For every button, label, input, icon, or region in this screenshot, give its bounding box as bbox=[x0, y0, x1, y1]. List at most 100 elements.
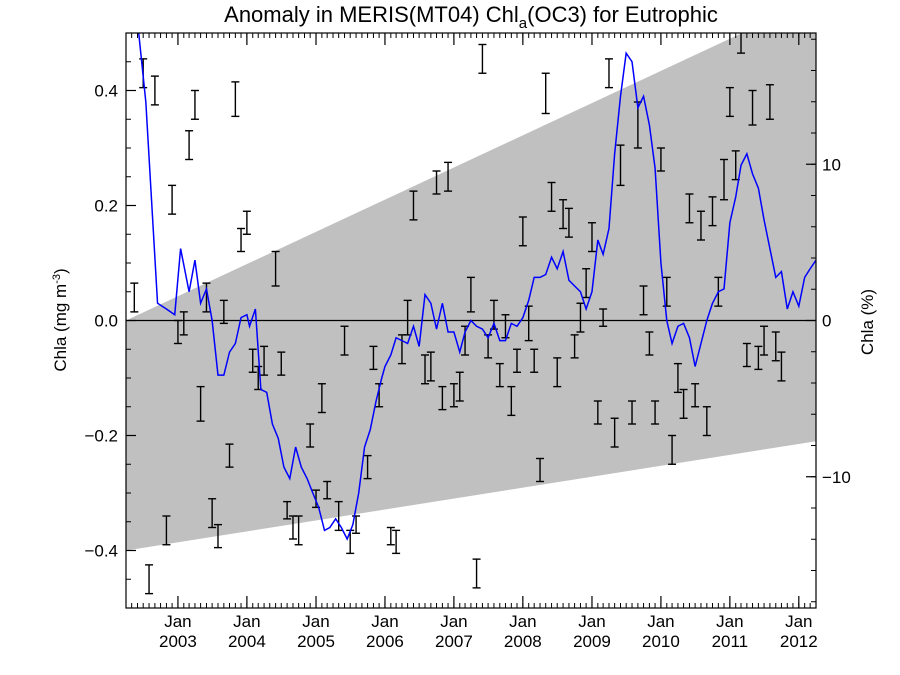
errorbar-point bbox=[145, 564, 154, 595]
errorbar-point bbox=[760, 325, 769, 356]
x-tick-label-month: Jan bbox=[233, 612, 260, 631]
errorbar-point bbox=[587, 222, 596, 253]
errorbar-point bbox=[432, 170, 441, 195]
y-left-tick-label: −0.4 bbox=[84, 542, 118, 561]
errorbar-point bbox=[208, 498, 217, 529]
errorbar-point bbox=[616, 144, 625, 187]
x-tick-label-month: Jan bbox=[785, 612, 812, 631]
errorbar-point bbox=[708, 196, 717, 227]
errorbar-point bbox=[478, 43, 487, 74]
errorbar-point bbox=[283, 500, 292, 520]
chart-title-subscript: a bbox=[519, 15, 528, 32]
errorbar-point bbox=[317, 383, 326, 414]
anomaly-line bbox=[137, 33, 816, 541]
errorbar-point bbox=[599, 308, 608, 327]
errorbar-point bbox=[559, 199, 568, 230]
errorbar-point bbox=[150, 75, 159, 106]
errorbar-point bbox=[501, 314, 510, 339]
errorbar-point bbox=[530, 348, 539, 373]
y-right-tick-label: 10 bbox=[822, 155, 841, 174]
errorbar-point bbox=[679, 388, 688, 419]
errorbar-point bbox=[576, 302, 585, 333]
x-tick-label-year: 2007 bbox=[435, 632, 473, 651]
y-left-tick-label: 0.2 bbox=[94, 197, 118, 216]
errorbar-point bbox=[720, 158, 729, 201]
errorbar-point bbox=[190, 89, 199, 120]
x-tick-label-month: Jan bbox=[509, 612, 536, 631]
y-axis-left-label-sup: -3 bbox=[51, 274, 63, 284]
axes: Jan2003Jan2004Jan2005Jan2006Jan2007Jan20… bbox=[84, 32, 851, 651]
errorbar-series bbox=[130, 33, 786, 595]
errorbar-point bbox=[130, 282, 139, 313]
errorbar-point bbox=[277, 351, 286, 376]
errorbar-point bbox=[610, 417, 619, 448]
errorbar-point bbox=[651, 400, 660, 425]
errorbar-point bbox=[426, 351, 435, 382]
errorbar-point bbox=[495, 362, 504, 388]
errorbar-point bbox=[771, 331, 780, 362]
errorbar-point bbox=[225, 443, 234, 468]
errorbar-point bbox=[242, 210, 251, 235]
x-tick-label-month: Jan bbox=[302, 612, 329, 631]
errorbar-point bbox=[553, 357, 562, 388]
x-tick-label-year: 2010 bbox=[642, 632, 680, 651]
errorbar-point bbox=[685, 193, 694, 224]
plot-area bbox=[126, 33, 816, 595]
y-left-tick-label: 0.4 bbox=[94, 82, 118, 101]
chart-title: Anomaly in MERIS(MT04) Chla(OC3) for Eut… bbox=[224, 2, 718, 32]
errorbar-point bbox=[237, 227, 246, 253]
errorbar-point bbox=[748, 89, 757, 126]
y-right-tick-label: −10 bbox=[822, 468, 851, 487]
errorbar-point bbox=[507, 385, 516, 417]
errorbar-point bbox=[248, 348, 257, 373]
x-tick-label-month: Jan bbox=[371, 612, 398, 631]
errorbar-point bbox=[271, 250, 280, 287]
errorbar-point bbox=[570, 334, 579, 359]
errorbar-point bbox=[541, 72, 550, 115]
x-tick-label-year: 2003 bbox=[159, 632, 197, 651]
x-tick-label-month: Jan bbox=[647, 612, 674, 631]
errorbar-point bbox=[179, 311, 188, 336]
errorbar-point bbox=[306, 423, 315, 448]
errorbar-point bbox=[421, 354, 430, 385]
errorbar-point bbox=[536, 457, 545, 483]
errorbar-point bbox=[691, 383, 700, 408]
errorbar-point bbox=[392, 529, 401, 555]
errorbar-point bbox=[582, 268, 591, 299]
errorbar-point bbox=[196, 385, 205, 422]
x-tick-label-year: 2012 bbox=[780, 632, 818, 651]
errorbar-point bbox=[656, 147, 665, 172]
x-tick-label-month: Jan bbox=[578, 612, 605, 631]
x-tick-label-month: Jan bbox=[164, 612, 191, 631]
errorbar-point bbox=[777, 351, 786, 382]
y-left-tick-label: −0.2 bbox=[84, 427, 118, 446]
errorbar-point bbox=[438, 385, 447, 411]
y-axis-left-label-close: ) bbox=[51, 268, 70, 274]
y-left-tick-label: 0.0 bbox=[94, 312, 118, 331]
errorbar-point bbox=[765, 84, 774, 120]
errorbar-point bbox=[518, 216, 527, 247]
errorbar-point bbox=[604, 58, 613, 89]
y-right-tick-label: 0 bbox=[822, 312, 831, 331]
errorbar-point bbox=[173, 319, 182, 345]
x-tick-label-year: 2008 bbox=[504, 632, 542, 651]
errorbar-point bbox=[231, 81, 240, 118]
errorbar-point bbox=[472, 558, 481, 589]
errorbar-point bbox=[449, 383, 458, 408]
x-tick-label-year: 2006 bbox=[366, 632, 404, 651]
errorbar-point bbox=[352, 515, 361, 534]
errorbar-point bbox=[645, 331, 654, 356]
errorbar-point bbox=[673, 362, 682, 394]
errorbar-point bbox=[219, 299, 228, 325]
errorbar-point bbox=[547, 181, 556, 212]
errorbar-point bbox=[702, 406, 711, 437]
errorbar-point bbox=[369, 345, 378, 371]
errorbar-point bbox=[455, 371, 464, 402]
trend-envelope-band bbox=[126, 33, 816, 551]
errorbar-point bbox=[737, 33, 746, 54]
x-tick-label-year: 2004 bbox=[228, 632, 266, 651]
x-tick-label-month: Jan bbox=[440, 612, 467, 631]
errorbar-point bbox=[754, 345, 763, 371]
x-tick-label-year: 2005 bbox=[297, 632, 335, 651]
